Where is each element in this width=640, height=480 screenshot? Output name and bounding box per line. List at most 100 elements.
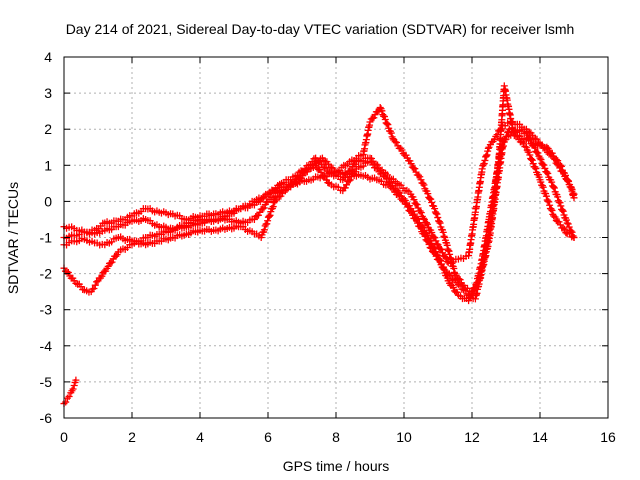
data-point xyxy=(539,183,547,191)
data-point xyxy=(374,165,382,173)
data-point xyxy=(407,160,415,168)
data-point xyxy=(483,151,491,159)
data-point xyxy=(70,382,78,390)
data-point xyxy=(545,198,553,206)
data-point xyxy=(324,179,332,187)
data-point xyxy=(62,398,70,406)
data-point xyxy=(433,210,441,218)
data-point xyxy=(550,183,558,191)
data-point xyxy=(428,229,436,237)
data-point xyxy=(558,206,566,214)
data-point xyxy=(422,219,430,227)
data-point xyxy=(413,201,421,209)
data-point xyxy=(98,272,106,280)
data-point xyxy=(345,177,353,185)
data-point xyxy=(381,116,389,124)
y-axis-title: SDTVAR / TECUs xyxy=(5,182,21,294)
data-point xyxy=(412,200,420,208)
x-tick-label: 10 xyxy=(396,429,412,445)
y-axis-tick-labels: -6 -5 -4 -3 -2 -1 0 1 2 3 4 xyxy=(40,49,53,426)
axis-ticks xyxy=(63,56,609,419)
data-point xyxy=(447,272,455,280)
data-point xyxy=(559,207,567,215)
data-point xyxy=(437,246,445,254)
data-point xyxy=(554,193,562,201)
data-point xyxy=(537,156,545,164)
data-point xyxy=(560,225,568,233)
data-point xyxy=(378,107,386,115)
data-point xyxy=(538,182,546,190)
data-point xyxy=(393,138,401,146)
data-point xyxy=(104,262,112,270)
data-point xyxy=(416,222,424,230)
y-tick-label: -1 xyxy=(40,230,53,246)
data-point xyxy=(563,219,571,227)
data-point xyxy=(565,177,573,185)
y-tick-label: 0 xyxy=(44,193,52,209)
data-point xyxy=(424,237,432,245)
data-point xyxy=(439,228,447,236)
data-point xyxy=(499,143,507,151)
data-point xyxy=(91,281,99,289)
data-point xyxy=(260,204,268,212)
data-point xyxy=(556,199,564,207)
data-point xyxy=(565,223,573,231)
data-point xyxy=(557,162,565,170)
data-point xyxy=(432,252,440,260)
data-point xyxy=(93,278,101,286)
data-point xyxy=(398,146,406,154)
data-point xyxy=(281,187,289,195)
y-tick-label: 2 xyxy=(44,121,52,137)
data-point xyxy=(324,160,332,168)
data-point xyxy=(391,138,399,146)
data-point xyxy=(411,165,419,173)
data-point xyxy=(478,165,486,173)
data-point xyxy=(64,268,72,276)
data-point xyxy=(435,218,443,226)
data-point xyxy=(480,160,488,168)
data-point xyxy=(424,220,432,228)
data-point xyxy=(536,154,544,162)
data-point xyxy=(440,232,448,240)
data-point xyxy=(419,214,427,222)
x-tick-label: 14 xyxy=(532,429,548,445)
x-tick-label: 0 xyxy=(60,429,68,445)
data-point xyxy=(370,114,378,122)
data-point xyxy=(551,213,559,221)
data-point xyxy=(481,156,489,164)
data-point xyxy=(90,285,98,293)
data-point xyxy=(272,196,280,204)
data-point xyxy=(65,392,73,400)
data-point xyxy=(411,215,419,223)
data-point xyxy=(532,165,540,173)
data-point xyxy=(534,149,542,157)
data-point xyxy=(562,229,570,237)
data-point xyxy=(416,207,424,215)
x-axis-title: GPS time / hours xyxy=(283,458,390,474)
data-point xyxy=(449,283,457,291)
data-point xyxy=(544,144,552,152)
data-point xyxy=(384,121,392,129)
y-tick-label: -2 xyxy=(40,266,53,282)
data-point xyxy=(569,191,577,199)
data-point xyxy=(543,168,551,176)
data-point xyxy=(265,212,273,220)
data-point xyxy=(559,224,567,232)
data-point xyxy=(410,196,418,204)
data-point xyxy=(519,139,527,147)
x-tick-label: 8 xyxy=(332,429,340,445)
data-point xyxy=(521,143,529,151)
data-point xyxy=(435,256,443,264)
data-point xyxy=(72,376,80,384)
data-series xyxy=(60,125,578,303)
data-point xyxy=(482,152,490,160)
data-point xyxy=(431,249,439,257)
data-point xyxy=(562,171,569,179)
data-point xyxy=(434,241,442,249)
data-point xyxy=(436,219,444,227)
data-point xyxy=(372,164,380,172)
data-point xyxy=(383,120,391,128)
data-point xyxy=(410,164,418,172)
data-point xyxy=(263,220,271,228)
